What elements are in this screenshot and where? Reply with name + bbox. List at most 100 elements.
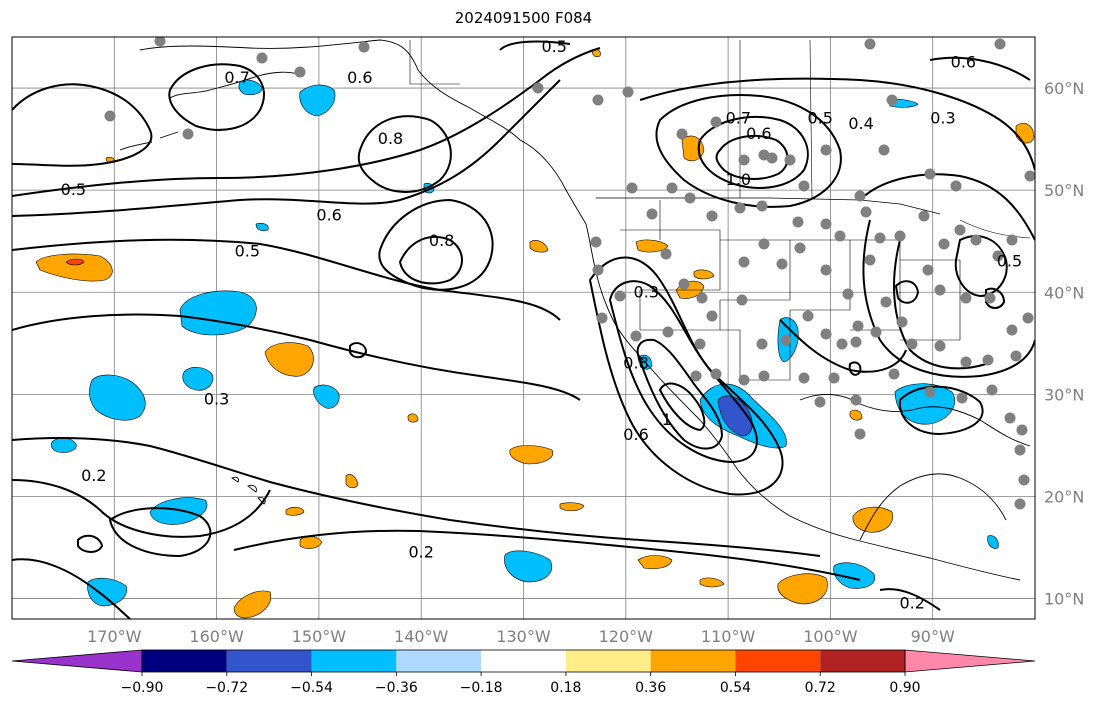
station-dot: [820, 264, 832, 276]
contour-label: 0.5: [61, 180, 86, 199]
station-dot: [888, 368, 900, 380]
station-dot: [894, 230, 906, 242]
colorbar-tick-label: 0.18: [550, 680, 581, 696]
station-dot: [532, 82, 544, 94]
station-dot: [710, 116, 722, 128]
station-dot: [864, 254, 876, 266]
station-dot: [676, 128, 688, 140]
station-dot: [864, 38, 876, 50]
station-dot: [906, 338, 918, 350]
contour-label: 0.5: [997, 252, 1022, 271]
station-dot: [986, 384, 998, 396]
station-dot: [870, 326, 882, 338]
pos-patch: [559, 502, 585, 512]
station-dot: [696, 292, 708, 304]
station-dot: [1018, 474, 1030, 486]
colorbar-tick-label: 0.72: [805, 680, 836, 696]
station-dot: [798, 372, 810, 384]
station-dot: [694, 338, 706, 350]
station-dot: [182, 128, 194, 140]
station-dot: [1022, 312, 1034, 324]
station-dot: [596, 312, 608, 324]
colorbar-tick-label: −0.72: [205, 680, 248, 696]
contour-label: 0.2: [408, 543, 433, 562]
contour-label: 0.3: [634, 282, 659, 301]
lon-label: 110°W: [701, 627, 756, 646]
station-dot: [860, 206, 872, 218]
lat-label: 40°N: [1044, 283, 1084, 302]
station-dot: [934, 340, 946, 352]
contour-label: 0.6: [316, 206, 341, 225]
contour-labels: 0.50.50.60.7 0.60.80.80.50.30.20.20.70.60…: [61, 37, 1022, 612]
station-dot: [798, 180, 810, 192]
station-dot: [678, 278, 690, 290]
lon-label: 160°W: [189, 627, 244, 646]
colorbar-segment: [650, 650, 736, 672]
station-dot: [592, 264, 604, 276]
contour-lines: [12, 40, 1035, 619]
station-dot: [646, 208, 658, 220]
station-dot: [710, 368, 722, 380]
station-dot: [734, 202, 746, 214]
station-dot: [738, 256, 750, 268]
map-title: 2024091500 F084: [454, 9, 593, 27]
station-dot: [820, 328, 832, 340]
station-dot: [934, 284, 946, 296]
station-dot: [820, 144, 832, 156]
station-dot: [802, 310, 814, 322]
lat-label: 20°N: [1044, 487, 1084, 506]
station-dot: [662, 326, 674, 338]
colorbar-segment: [481, 650, 566, 672]
pos-patch: [852, 506, 894, 533]
station-dot: [1016, 424, 1028, 436]
contour-label: 0.7: [224, 68, 249, 87]
station-dot: [1010, 350, 1022, 362]
colorbar-outline: [141, 649, 906, 673]
neg-patch: [182, 367, 214, 391]
neg-patch: [894, 383, 956, 425]
colorbar-tick-label: 0.54: [720, 680, 751, 696]
pos-patch: [65, 258, 85, 266]
contour-label: 0.2: [900, 594, 925, 613]
pos-patch: [849, 409, 863, 421]
station-dot: [294, 66, 306, 78]
station-dot: [1014, 498, 1026, 510]
station-dot: [878, 144, 890, 156]
contour-label: 0.3: [204, 389, 229, 408]
contour-label: 0.5: [541, 37, 566, 56]
coastlines: [119, 39, 1031, 581]
colorbar-tick-label: −0.18: [460, 680, 503, 696]
lon-label: 120°W: [599, 627, 654, 646]
station-dot: [828, 372, 840, 384]
lon-label: 170°W: [87, 627, 142, 646]
station-dot: [814, 396, 826, 408]
contour-label: 0.2: [81, 466, 106, 485]
station-dot: [660, 248, 672, 260]
station-dot: [886, 94, 898, 106]
station-dot: [918, 210, 930, 222]
colorbar-tick-label: −0.36: [375, 680, 418, 696]
pos-patch: [35, 253, 113, 282]
station-dot: [756, 338, 768, 350]
pos-patch: [529, 240, 549, 253]
lat-label: 60°N: [1044, 79, 1084, 98]
contour-label: 0.6: [951, 53, 976, 72]
colorbar: [11, 649, 1036, 673]
colorbar-tick-label: −0.90: [121, 680, 164, 696]
neg-patch: [238, 79, 263, 96]
pos-patch: [693, 269, 715, 280]
shaded-regions: [35, 48, 1035, 619]
station-dot: [854, 190, 866, 202]
lon-label: 150°W: [292, 627, 347, 646]
lon-label: 90°W: [911, 627, 955, 646]
station-dot: [706, 210, 718, 222]
pos-patch: [635, 239, 669, 253]
colorbar-segment: [565, 650, 651, 672]
station-dot: [956, 392, 968, 404]
colorbar-segment: [820, 650, 905, 672]
map-border: [11, 36, 1036, 620]
station-dot: [1006, 234, 1018, 246]
station-dot: [690, 370, 702, 382]
contour-label: 0.8: [623, 354, 648, 373]
